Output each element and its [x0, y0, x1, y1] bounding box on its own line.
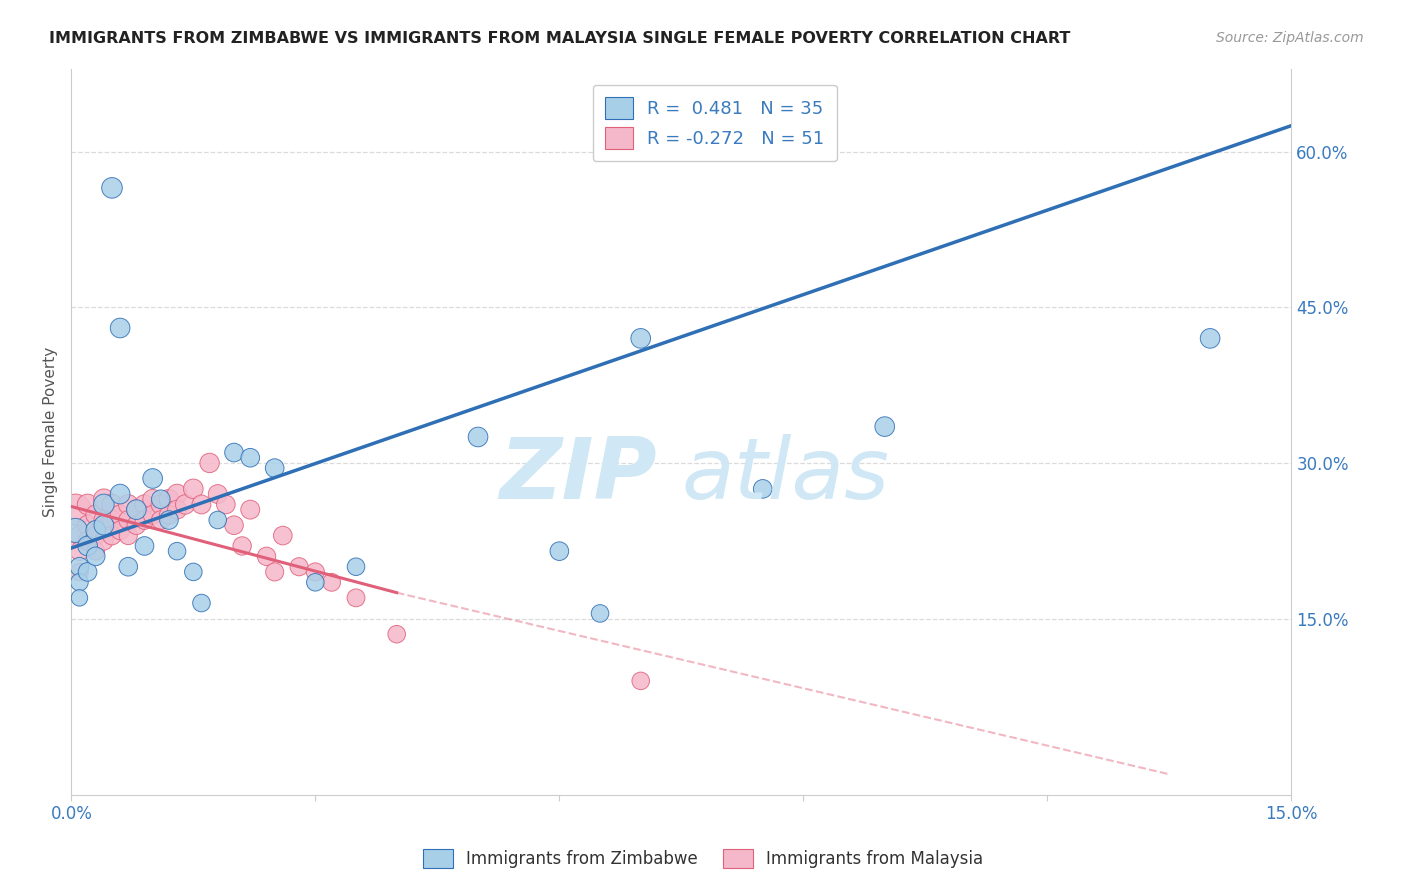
Point [125, 518, 148, 533]
Point [108, 321, 131, 335]
Legend: Immigrants from Zimbabwe, Immigrants from Malaysia: Immigrants from Zimbabwe, Immigrants fro… [416, 842, 990, 875]
Point [84, 544, 107, 558]
Point [207, 487, 229, 501]
Text: ZIP: ZIP [499, 434, 657, 516]
Point [65, 502, 87, 516]
Point [117, 513, 139, 527]
Text: IMMIGRANTS FROM ZIMBABWE VS IMMIGRANTS FROM MALAYSIA SINGLE FEMALE POVERTY CORRE: IMMIGRANTS FROM ZIMBABWE VS IMMIGRANTS F… [49, 31, 1070, 46]
Point [222, 518, 245, 533]
Point [142, 492, 165, 507]
Point [751, 482, 773, 496]
Point [630, 673, 652, 688]
Point [125, 502, 148, 516]
Point [101, 528, 124, 542]
Point [166, 502, 188, 516]
Point [142, 471, 165, 485]
Point [108, 487, 131, 501]
Point [84, 508, 107, 522]
Point [76, 565, 98, 579]
Point [873, 419, 896, 434]
Point [344, 559, 367, 574]
Point [304, 575, 326, 590]
Point [271, 528, 294, 542]
Point [93, 533, 115, 548]
Y-axis label: Single Female Poverty: Single Female Poverty [44, 347, 58, 517]
Point [304, 565, 326, 579]
Point [166, 544, 188, 558]
Point [190, 596, 212, 610]
Point [288, 559, 311, 574]
Point [76, 498, 98, 512]
Point [149, 513, 172, 527]
Point [1199, 331, 1222, 345]
Point [548, 544, 571, 558]
Point [69, 544, 91, 558]
Legend: R =  0.481   N = 35, R = -0.272   N = 51: R = 0.481 N = 35, R = -0.272 N = 51 [593, 85, 837, 161]
Point [174, 498, 197, 512]
Point [108, 508, 131, 522]
Text: atlas: atlas [682, 434, 890, 516]
Point [630, 331, 652, 345]
Point [239, 502, 262, 516]
Point [76, 518, 98, 533]
Point [134, 498, 156, 512]
Point [84, 528, 107, 542]
Point [142, 508, 165, 522]
Text: Source: ZipAtlas.com: Source: ZipAtlas.com [1216, 31, 1364, 45]
Point [117, 498, 139, 512]
Point [117, 528, 139, 542]
Point [183, 565, 205, 579]
Point [69, 528, 91, 542]
Point [134, 539, 156, 553]
Point [321, 575, 343, 590]
Point [239, 450, 262, 465]
Point [344, 591, 367, 605]
Point [93, 518, 115, 533]
Point [101, 181, 124, 195]
Point [157, 508, 180, 522]
Point [589, 607, 612, 621]
Point [93, 498, 115, 512]
Point [231, 539, 253, 553]
Point [166, 487, 188, 501]
Point [263, 461, 285, 475]
Point [467, 430, 489, 444]
Point [207, 513, 229, 527]
Point [69, 575, 91, 590]
Point [69, 565, 91, 579]
Point [157, 492, 180, 507]
Point [149, 492, 172, 507]
Point [198, 456, 221, 470]
Point [215, 498, 238, 512]
Point [101, 513, 124, 527]
Point [149, 498, 172, 512]
Point [134, 513, 156, 527]
Point [256, 549, 278, 564]
Point [125, 502, 148, 516]
Point [84, 549, 107, 564]
Point [76, 533, 98, 548]
Point [190, 498, 212, 512]
Point [84, 524, 107, 538]
Point [263, 565, 285, 579]
Point [93, 492, 115, 507]
Point [69, 591, 91, 605]
Point [157, 513, 180, 527]
Point [101, 498, 124, 512]
Point [183, 482, 205, 496]
Point [117, 559, 139, 574]
Point [65, 524, 87, 538]
Point [76, 539, 98, 553]
Point [93, 513, 115, 527]
Point [222, 445, 245, 459]
Point [385, 627, 408, 641]
Point [108, 524, 131, 538]
Point [69, 559, 91, 574]
